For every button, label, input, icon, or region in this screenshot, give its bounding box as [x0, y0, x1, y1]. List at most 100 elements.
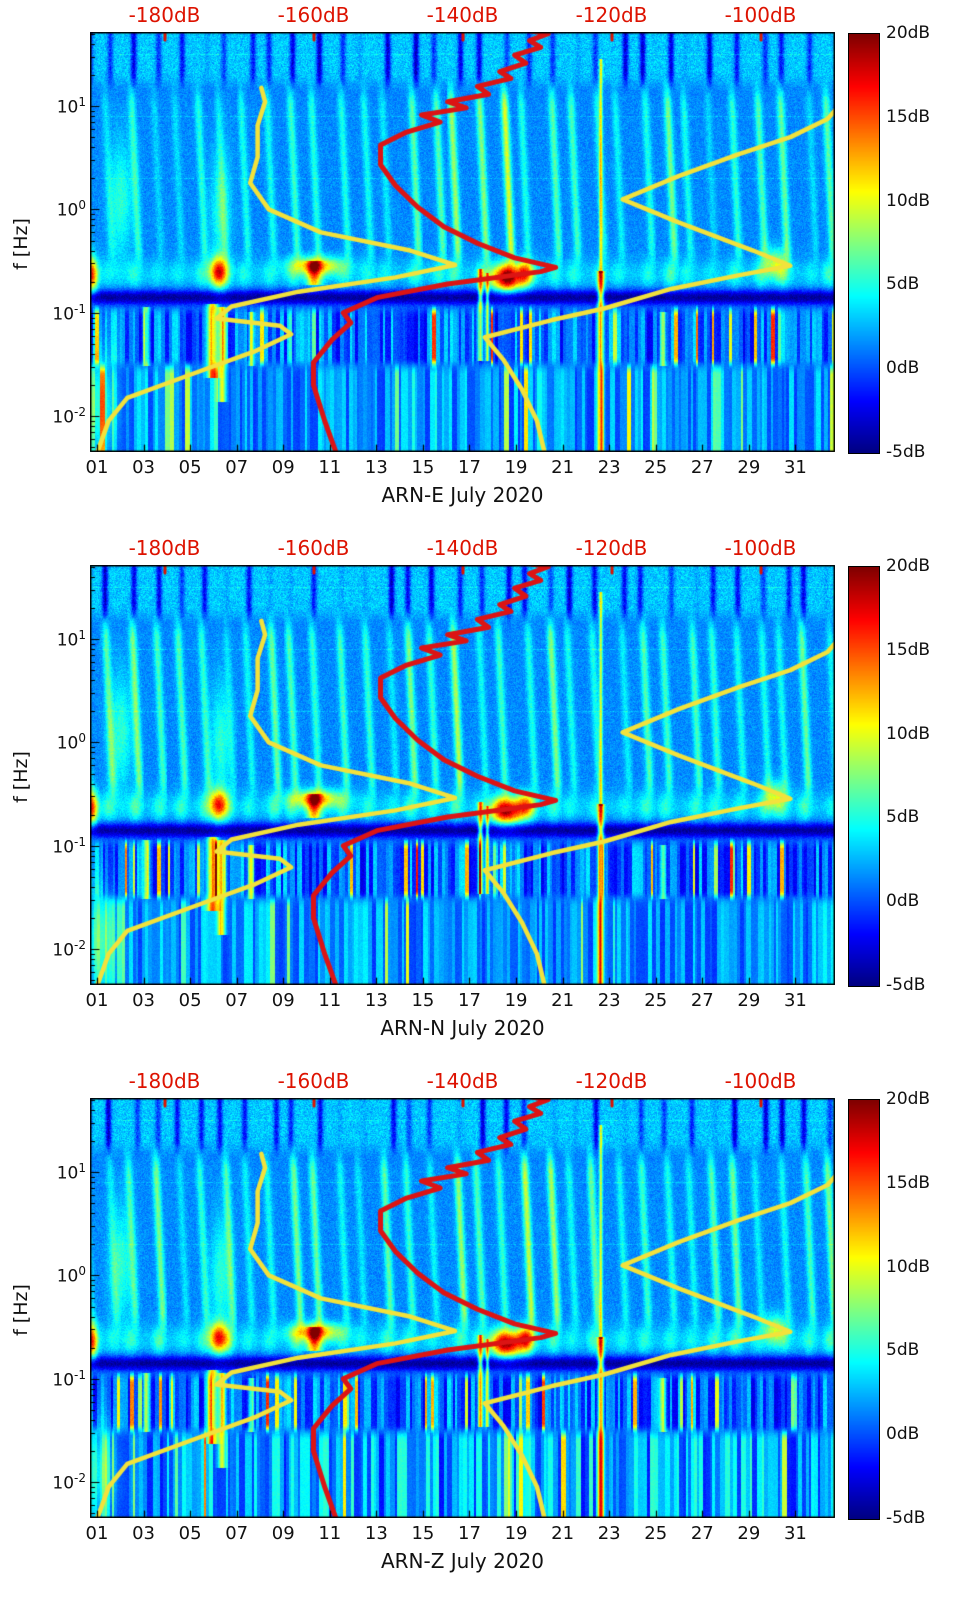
- x-tick-label: 29: [737, 1523, 761, 1544]
- top-db-label: -100dB: [724, 3, 797, 27]
- colorbar-tick-label: 20dB: [886, 556, 931, 576]
- x-tick-label: 29: [737, 457, 761, 478]
- panel-arn-z: f [Hz] ARN-Z July 2020 -180dB -160dB -140d…: [0, 1066, 962, 1599]
- y-tick-label: 10-2: [52, 405, 86, 428]
- x-tick-label: 13: [364, 990, 388, 1011]
- colorbar-tick-label: 10dB: [886, 190, 931, 211]
- x-tick-label: 25: [644, 457, 668, 478]
- colorbar-tick-label: 5dB: [886, 274, 920, 295]
- top-db-label: -120dB: [575, 3, 648, 27]
- spectrogram-canvas: [90, 32, 835, 452]
- x-tick-label: 17: [458, 457, 481, 478]
- top-db-label: -140dB: [426, 3, 499, 27]
- colorbar-tick-label: 15dB: [886, 1172, 931, 1193]
- colorbar-tick-label: 10dB: [886, 723, 931, 744]
- top-db-label: -100dB: [724, 536, 797, 560]
- x-tick-label: 21: [551, 990, 575, 1011]
- x-tick-label: 27: [690, 990, 714, 1011]
- x-tick-label: 01: [85, 990, 109, 1011]
- x-tick-label: 17: [458, 1523, 481, 1544]
- x-tick-label: 13: [364, 457, 388, 478]
- top-db-label: -120dB: [575, 1069, 648, 1093]
- colorbar-tick-label: 10dB: [886, 1256, 931, 1277]
- colorbar-tick-label: 0dB: [886, 1424, 920, 1445]
- x-tick-label: 25: [644, 1523, 668, 1544]
- x-tick-label: 19: [504, 1523, 528, 1544]
- x-tick-label: 03: [132, 990, 155, 1011]
- x-tick-label: 05: [178, 1523, 202, 1544]
- colorbar-tick-label: 0dB: [886, 891, 920, 912]
- x-tick-label: 21: [551, 1523, 575, 1544]
- x-tick-label: 01: [85, 1523, 109, 1544]
- colorbar-tick-label: -5dB: [886, 1508, 926, 1528]
- colorbar-tick-label: 15dB: [886, 106, 931, 127]
- x-axis-title: ARN-Z July 2020: [380, 1549, 545, 1573]
- y-axis-label: f [Hz]: [10, 218, 32, 270]
- colorbar-tick-label: -5dB: [886, 442, 926, 462]
- x-tick-label: 11: [318, 457, 342, 478]
- x-tick-label: 29: [737, 990, 761, 1011]
- x-tick-label: 11: [318, 1523, 342, 1544]
- x-tick-label: 09: [271, 457, 295, 478]
- y-axis-label: f [Hz]: [10, 1284, 32, 1336]
- top-db-label: -180dB: [128, 1069, 201, 1093]
- y-tick-label: 100: [56, 1264, 86, 1288]
- x-tick-label: 05: [178, 990, 202, 1011]
- colorbar-tick-label: 15dB: [886, 639, 931, 660]
- y-tick-label: 100: [56, 731, 86, 755]
- x-tick-label: 03: [132, 457, 155, 478]
- colorbar-tick-label: 0dB: [886, 358, 920, 379]
- y-tick-label: 101: [56, 95, 86, 118]
- top-db-label: -140dB: [426, 1069, 499, 1093]
- spectrogram-canvas: [90, 1098, 835, 1518]
- colorbar-tick-label: 5dB: [886, 1340, 920, 1361]
- x-tick-label: 23: [597, 990, 621, 1011]
- spectrogram-canvas: [90, 565, 835, 985]
- colorbar-tick-label: -5dB: [886, 975, 926, 995]
- x-tick-label: 11: [318, 990, 342, 1011]
- x-tick-label: 13: [364, 1523, 388, 1544]
- y-tick-label: 101: [56, 1161, 86, 1184]
- colorbar-tick-label: 20dB: [886, 23, 931, 43]
- x-tick-label: 23: [597, 457, 621, 478]
- x-tick-label: 15: [411, 457, 435, 478]
- top-db-label: -100dB: [724, 1069, 797, 1093]
- colorbar-canvas: [848, 566, 880, 987]
- x-tick-label: 17: [458, 990, 481, 1011]
- y-tick-label: 10-1: [52, 834, 86, 858]
- panel-arn-e: f [Hz] ARN-E July 2020 -180dB -160dB -140d…: [0, 0, 962, 533]
- top-db-label: -160dB: [277, 536, 350, 560]
- colorbar-tick-label: 5dB: [886, 807, 920, 828]
- x-tick-label: 07: [225, 457, 249, 478]
- x-tick-label: 19: [504, 990, 528, 1011]
- colorbar-tick-label: 20dB: [886, 1089, 931, 1109]
- colorbar-canvas: [848, 33, 880, 454]
- y-axis-label: f [Hz]: [10, 751, 32, 803]
- x-tick-label: 31: [783, 457, 807, 478]
- y-tick-label: 10-1: [52, 301, 86, 325]
- x-axis-title: ARN-N July 2020: [380, 1016, 545, 1040]
- top-db-label: -160dB: [277, 3, 350, 27]
- x-tick-label: 15: [411, 1523, 435, 1544]
- top-db-label: -120dB: [575, 536, 648, 560]
- y-tick-label: 100: [56, 198, 86, 222]
- y-tick-label: 10-1: [52, 1367, 86, 1391]
- x-tick-label: 09: [271, 990, 295, 1011]
- x-axis-title: ARN-E July 2020: [381, 483, 544, 507]
- colorbar-canvas: [848, 1099, 880, 1520]
- x-tick-label: 27: [690, 457, 714, 478]
- x-tick-label: 05: [178, 457, 202, 478]
- top-db-label: -140dB: [426, 536, 499, 560]
- x-tick-label: 31: [783, 1523, 807, 1544]
- x-tick-label: 31: [783, 990, 807, 1011]
- x-tick-label: 21: [551, 457, 575, 478]
- x-tick-label: 19: [504, 457, 528, 478]
- x-tick-label: 07: [225, 1523, 249, 1544]
- x-tick-label: 01: [85, 457, 109, 478]
- panel-arn-n: f [Hz] ARN-N July 2020 -180dB -160dB -140d…: [0, 533, 962, 1066]
- x-tick-label: 09: [271, 1523, 295, 1544]
- x-tick-label: 27: [690, 1523, 714, 1544]
- top-db-label: -180dB: [128, 3, 201, 27]
- y-tick-label: 10-2: [52, 938, 86, 961]
